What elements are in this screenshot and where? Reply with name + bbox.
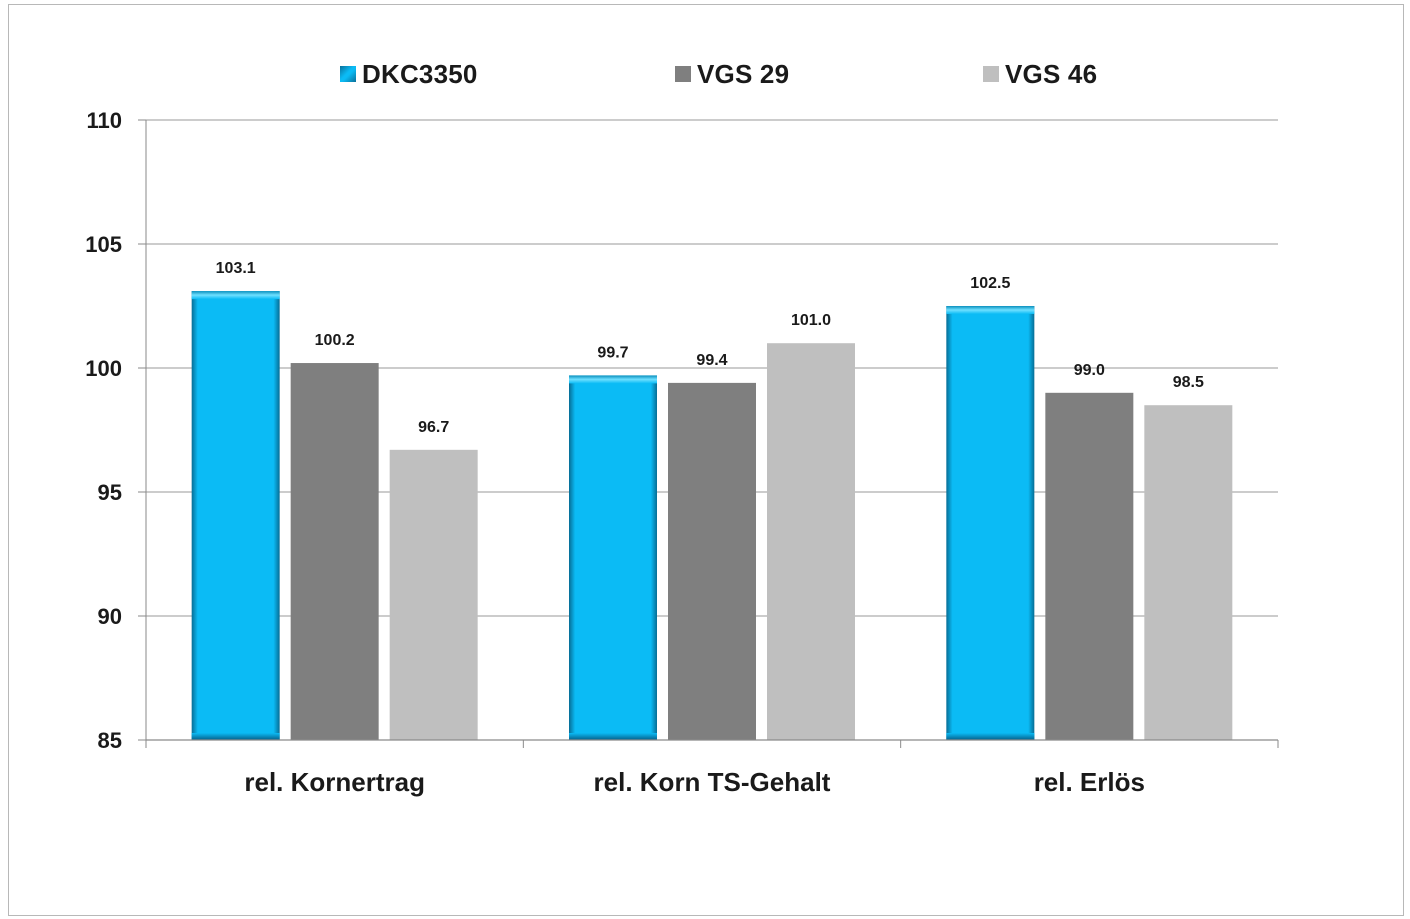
data-label-dkc3350-rel-erl-s: 102.5 bbox=[970, 275, 1010, 292]
bar-dkc3350-rel-kornertrag bbox=[191, 291, 280, 740]
data-label-vgs-29-rel-kornertrag: 100.2 bbox=[315, 332, 355, 349]
legend-item-dkc3350: DKC3350 bbox=[340, 58, 478, 90]
y-tick-label-90: 90 bbox=[98, 604, 122, 629]
bar-top-dkc3350-rel-erl-s bbox=[946, 306, 1035, 314]
data-label-vgs-46-rel-kornertrag: 96.7 bbox=[418, 419, 449, 436]
data-label-vgs-29-rel-korn-ts-gehalt: 99.4 bbox=[696, 352, 727, 369]
bar-vgs-29-rel-kornertrag bbox=[290, 363, 379, 740]
bar-vgs-46-rel-korn-ts-gehalt bbox=[767, 343, 855, 740]
bars bbox=[191, 291, 1233, 740]
data-label-vgs-46-rel-erl-s: 98.5 bbox=[1173, 374, 1204, 391]
legend-label-vgs29: VGS 29 bbox=[697, 58, 790, 89]
legend-swatch-vgs46 bbox=[983, 66, 999, 82]
legend-label-vgs46: VGS 46 bbox=[1005, 58, 1098, 89]
x-category-label-rel-kornertrag: rel. Kornertrag bbox=[244, 767, 425, 797]
legend-swatch-vgs29 bbox=[675, 66, 691, 82]
bar-vgs-46-rel-kornertrag bbox=[389, 449, 478, 740]
data-label-dkc3350-rel-kornertrag: 103.1 bbox=[216, 260, 256, 277]
y-tick-label-110: 110 bbox=[87, 108, 123, 133]
legend-label-dkc3350: DKC3350 bbox=[362, 58, 478, 89]
bar-vgs-29-rel-korn-ts-gehalt bbox=[668, 382, 756, 740]
legend-item-vgs29: VGS 29 bbox=[675, 58, 789, 90]
bar-top-dkc3350-rel-kornertrag bbox=[191, 291, 280, 300]
bar-top-dkc3350-rel-korn-ts-gehalt bbox=[569, 375, 657, 384]
y-tick-label-100: 100 bbox=[85, 356, 122, 381]
y-tick-label-95: 95 bbox=[98, 480, 122, 505]
bar-dkc3350-rel-erl-s bbox=[946, 306, 1035, 740]
x-category-label-rel-korn-ts-gehalt: rel. Korn TS-Gehalt bbox=[594, 767, 831, 797]
bar-base-dkc3350-rel-kornertrag bbox=[191, 733, 280, 740]
axes bbox=[138, 119, 1279, 748]
data-label-vgs-46-rel-korn-ts-gehalt: 101.0 bbox=[791, 312, 831, 329]
x-category-label-rel-erl-s: rel. Erlös bbox=[1034, 767, 1145, 797]
data-label-vgs-29-rel-erl-s: 99.0 bbox=[1074, 362, 1105, 379]
y-tick-label-85: 85 bbox=[98, 728, 122, 753]
y-tick-label-105: 105 bbox=[85, 232, 122, 257]
bar-vgs-29-rel-erl-s bbox=[1045, 392, 1134, 740]
bar-dkc3350-rel-korn-ts-gehalt bbox=[569, 375, 657, 740]
labels: 85 90 95 100 105 110 103.1 100.2 96.7 rel. Korner… bbox=[85, 108, 1204, 797]
bar-base-dkc3350-rel-korn-ts-gehalt bbox=[569, 733, 657, 740]
legend-swatch-dkc3350 bbox=[340, 66, 356, 82]
bar-base-dkc3350-rel-erl-s bbox=[946, 733, 1035, 740]
bar-vgs-46-rel-erl-s bbox=[1144, 405, 1233, 740]
legend-item-vgs46: VGS 46 bbox=[983, 58, 1097, 90]
data-label-dkc3350-rel-korn-ts-gehalt: 99.7 bbox=[597, 344, 628, 361]
